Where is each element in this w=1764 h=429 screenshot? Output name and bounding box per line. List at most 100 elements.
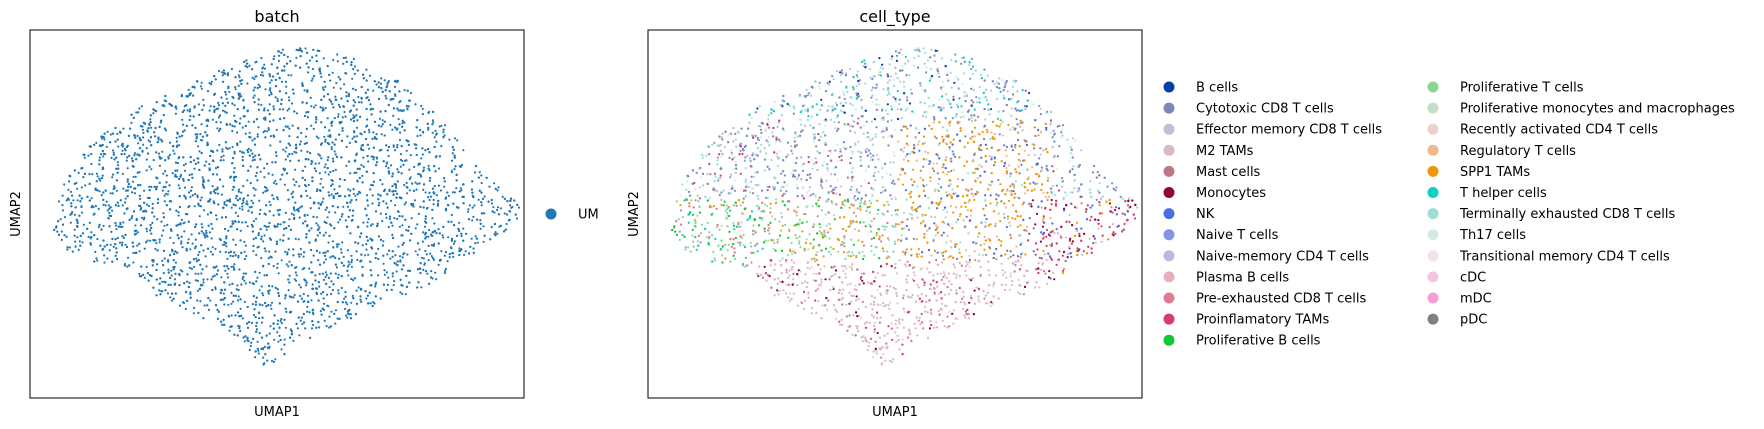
scatter-point [346, 310, 349, 313]
scatter-point [276, 262, 279, 265]
scatter-point [265, 225, 268, 228]
scatter-point [448, 138, 451, 141]
scatter-point [501, 195, 504, 198]
scatter-point [239, 329, 242, 333]
scatter-point [267, 262, 270, 266]
scatter-point [209, 154, 212, 158]
scatter-point [353, 65, 357, 68]
scatter-point [261, 316, 264, 319]
scatter-point [318, 154, 322, 157]
scatter-point [487, 200, 490, 203]
scatter-point [1032, 227, 1035, 230]
scatter-point [265, 305, 268, 308]
scatter-point [113, 158, 116, 161]
scatter-point [148, 196, 151, 200]
scatter-point [303, 214, 306, 217]
scatter-point [229, 175, 232, 178]
scatter-point [148, 185, 151, 188]
scatter-point [213, 274, 216, 277]
scatter-point [176, 234, 179, 237]
scatter-point [952, 272, 955, 275]
scatter-point [199, 139, 203, 142]
scatter-point [865, 120, 868, 123]
scatter-point [986, 131, 989, 134]
scatter-point [428, 151, 431, 154]
scatter-point [136, 134, 139, 137]
scatter-point [213, 202, 216, 205]
scatter-point [102, 239, 105, 242]
scatter-point [784, 193, 787, 196]
scatter-point [226, 257, 229, 260]
batch-xlabel: UMAP1 [254, 405, 300, 420]
scatter-point [392, 114, 395, 117]
scatter-point [322, 88, 325, 91]
scatter-point [257, 98, 260, 101]
scatter-point [402, 241, 405, 244]
scatter-point [402, 253, 405, 256]
scatter-point [100, 144, 103, 147]
scatter-point [477, 176, 480, 179]
scatter-point [162, 216, 165, 219]
scatter-point [320, 313, 323, 316]
scatter-point [165, 204, 168, 207]
scatter-point [226, 74, 230, 77]
scatter-point [283, 343, 286, 346]
scatter-point [749, 160, 753, 163]
scatter-point [140, 265, 143, 268]
scatter-point [244, 132, 247, 135]
scatter-point [212, 173, 215, 176]
scatter-point [356, 167, 359, 170]
scatter-point [126, 256, 130, 259]
scatter-point [347, 188, 350, 191]
scatter-point [356, 180, 359, 183]
scatter-point [952, 138, 955, 141]
scatter-point [447, 194, 450, 197]
scatter-point [263, 63, 266, 66]
scatter-point [282, 239, 285, 242]
scatter-point [403, 203, 406, 206]
scatter-point [232, 203, 235, 206]
scatter-point [401, 215, 404, 218]
scatter-point [185, 290, 188, 293]
scatter-point [189, 195, 192, 198]
scatter-point [257, 108, 260, 111]
scatter-point [431, 123, 434, 126]
scatter-point [138, 204, 141, 207]
scatter-point [425, 235, 428, 238]
scatter-point [151, 207, 154, 210]
scatter-point [200, 123, 203, 126]
scatter-point [327, 191, 330, 194]
scatter-point [131, 215, 134, 218]
scatter-point [1031, 165, 1034, 169]
scatter-point [467, 218, 471, 221]
scatter-point [164, 185, 167, 188]
scatter-point [305, 111, 308, 114]
scatter-point [162, 264, 165, 267]
scatter-point [356, 119, 359, 122]
scatter-point [401, 292, 404, 295]
scatter-point [857, 307, 860, 310]
scatter-point [187, 285, 190, 289]
scatter-point [1096, 171, 1099, 174]
scatter-point [442, 236, 445, 239]
scatter-point [399, 153, 403, 156]
scatter-point [901, 343, 904, 346]
scatter-point [206, 141, 209, 144]
scatter-point [154, 110, 158, 113]
scatter-point [115, 156, 118, 159]
scatter-point [135, 251, 138, 254]
scatter-point [209, 250, 213, 253]
scatter-point [256, 86, 259, 90]
scatter-point [405, 181, 408, 185]
scatter-point [316, 234, 319, 237]
scatter-point [332, 58, 335, 62]
scatter-point [305, 236, 308, 239]
scatter-point [250, 211, 253, 214]
scatter-point [1016, 225, 1020, 228]
scatter-point [324, 251, 327, 254]
scatter-point [143, 276, 146, 279]
scatter-point [906, 218, 909, 221]
scatter-point [203, 304, 206, 307]
scatter-point [315, 118, 318, 121]
scatter-point [138, 250, 141, 253]
